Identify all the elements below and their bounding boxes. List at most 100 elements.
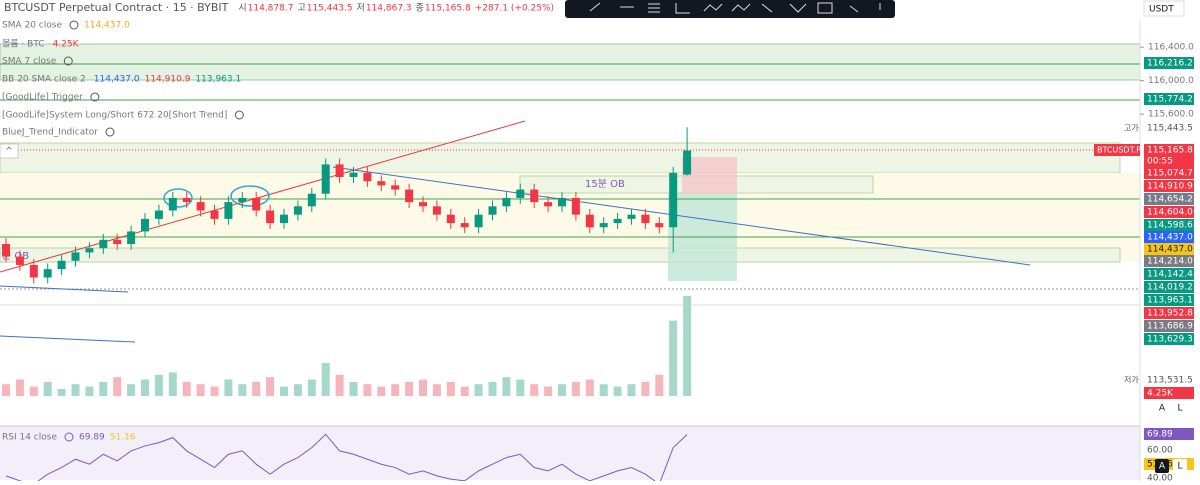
volume-bar bbox=[43, 381, 52, 396]
candle-body bbox=[238, 197, 247, 203]
ohlc-value: 114,867.3 bbox=[366, 4, 412, 14]
currency-select[interactable] bbox=[1143, 0, 1185, 17]
candle-body bbox=[113, 239, 122, 245]
volume-bar bbox=[683, 295, 692, 396]
candle-body bbox=[224, 202, 233, 219]
zone bbox=[0, 43, 1141, 81]
volume-bar bbox=[641, 381, 650, 396]
volume-bar bbox=[599, 384, 608, 396]
trendline bbox=[0, 120, 526, 273]
candle-body bbox=[141, 218, 149, 232]
ohlc-value: 115,443.5 bbox=[307, 4, 353, 14]
candle-body bbox=[71, 252, 80, 261]
volume-bar bbox=[280, 386, 288, 396]
visibility-icon bbox=[234, 110, 244, 120]
scale-button[interactable] bbox=[1155, 401, 1169, 415]
volume-bar bbox=[655, 374, 664, 396]
candle-body bbox=[266, 210, 275, 224]
volume-bar bbox=[432, 384, 441, 396]
candle-body bbox=[335, 164, 344, 177]
volume-bar bbox=[613, 386, 622, 396]
volume-bar bbox=[321, 363, 330, 396]
ohlc-label: 종 bbox=[416, 3, 424, 14]
candle-body bbox=[391, 185, 400, 190]
ohlc-label: 저 bbox=[357, 3, 365, 14]
price-label: 4.25K bbox=[1147, 389, 1174, 399]
price-label: 114,142.4 bbox=[1147, 270, 1193, 280]
price-label: 69.89 bbox=[1147, 430, 1173, 440]
price-label-bg bbox=[1144, 206, 1194, 218]
indicator-value: 113,963.1 bbox=[195, 75, 241, 85]
rsi-pane bbox=[0, 426, 1140, 480]
price-label-bg bbox=[1144, 243, 1194, 255]
volume-bar bbox=[544, 386, 553, 396]
volume-bar bbox=[363, 384, 372, 396]
volume-bar bbox=[488, 381, 497, 396]
candle-body bbox=[571, 197, 580, 215]
toolbar-icons bbox=[589, 2, 881, 14]
candle-body bbox=[405, 189, 414, 203]
indicator-name: SMA 20 close bbox=[2, 21, 62, 31]
volume-bar bbox=[141, 379, 149, 396]
price-label-bg bbox=[1144, 255, 1194, 267]
volume-bar bbox=[266, 377, 275, 396]
volume-bar bbox=[99, 381, 108, 396]
candle-body bbox=[558, 197, 566, 207]
visibility-icon bbox=[69, 20, 79, 30]
candle-body bbox=[613, 218, 622, 224]
volume-bar bbox=[474, 384, 483, 396]
price-label-bg bbox=[1144, 268, 1194, 280]
zone bbox=[0, 247, 1121, 263]
collapse-button[interactable] bbox=[0, 143, 19, 159]
scale-button[interactable] bbox=[1173, 459, 1187, 473]
candle-body bbox=[29, 264, 38, 278]
volume-bar bbox=[168, 372, 177, 396]
candle-body bbox=[488, 206, 497, 215]
price-label: 60.00 bbox=[1147, 446, 1173, 456]
indicator-name: SMA 7 close bbox=[2, 57, 57, 67]
candle-body bbox=[544, 202, 553, 207]
volume-bar bbox=[307, 379, 316, 396]
candle-body bbox=[474, 214, 483, 228]
price-label: 114,910.9 bbox=[1147, 182, 1193, 192]
volume-bar bbox=[15, 379, 24, 396]
currency: USDT bbox=[1149, 5, 1174, 15]
volume-bar bbox=[627, 384, 636, 396]
volume-bar bbox=[419, 379, 427, 396]
candle-body bbox=[349, 172, 358, 177]
indicator-value: 114,910.9 bbox=[145, 75, 191, 85]
price-label: 115,165.8 bbox=[1147, 146, 1193, 156]
volume-bar bbox=[252, 381, 261, 396]
scale-button-label: A bbox=[1159, 462, 1166, 472]
scale-button[interactable] bbox=[1155, 459, 1169, 473]
price-label: 115,774.2 bbox=[1147, 95, 1193, 105]
candle-body bbox=[363, 172, 372, 182]
price-label-bg bbox=[1144, 193, 1194, 205]
change: +287.1 (+0.25%) bbox=[475, 4, 554, 14]
price-label-bg bbox=[1144, 57, 1194, 69]
rsi-name: RSI 14 close bbox=[2, 433, 57, 443]
candle-body bbox=[210, 210, 219, 219]
indicator-name: [GoodLife]System Long/Short 672 20[Short… bbox=[2, 111, 227, 121]
price-label: 115,074.7 bbox=[1147, 169, 1193, 179]
candle-body bbox=[182, 197, 191, 203]
visibility-icon bbox=[63, 56, 73, 66]
price-label: 113,952.8 bbox=[1147, 309, 1193, 319]
candle-body bbox=[168, 197, 177, 211]
candle-body bbox=[43, 269, 52, 278]
indicator-value: 4.25K bbox=[53, 40, 80, 50]
symbol: BTCUSDT Perpetual Contract · 15 · BYBIT bbox=[4, 1, 229, 14]
candle-body bbox=[85, 248, 94, 253]
volume-bar bbox=[391, 384, 400, 396]
price-label-bg bbox=[1144, 219, 1194, 231]
price-label-bg bbox=[1144, 387, 1194, 399]
price-label: 116,216.2 bbox=[1147, 59, 1193, 69]
collapse-icon: ^ bbox=[5, 147, 13, 157]
price-label-prefix: 저가 bbox=[1124, 376, 1139, 385]
scale-button[interactable] bbox=[1173, 401, 1187, 415]
volume-bar bbox=[85, 386, 94, 396]
volume-bar bbox=[29, 386, 38, 396]
price-label: 113,686.9 bbox=[1147, 322, 1193, 332]
